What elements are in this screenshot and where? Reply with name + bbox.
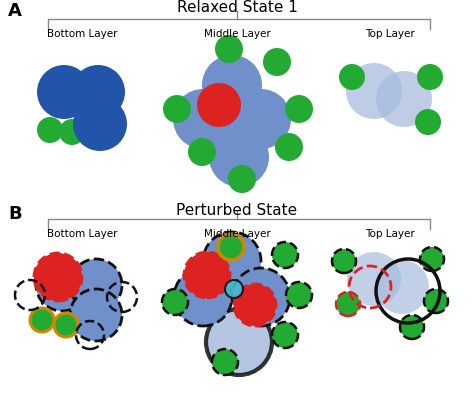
Circle shape — [218, 234, 244, 260]
Circle shape — [162, 289, 188, 315]
Circle shape — [275, 133, 303, 161]
Circle shape — [400, 315, 424, 339]
Text: B: B — [8, 205, 22, 223]
Circle shape — [234, 284, 276, 326]
Circle shape — [272, 242, 298, 268]
Circle shape — [209, 127, 269, 187]
Circle shape — [70, 289, 122, 341]
Circle shape — [30, 308, 54, 332]
Circle shape — [231, 89, 291, 149]
Circle shape — [59, 119, 85, 145]
Text: Middle Layer: Middle Layer — [204, 229, 270, 239]
Circle shape — [212, 349, 238, 375]
Circle shape — [203, 232, 261, 290]
Circle shape — [37, 117, 63, 143]
Text: Relaxed State 1: Relaxed State 1 — [176, 0, 298, 15]
Circle shape — [215, 35, 243, 63]
Text: Top Layer: Top Layer — [365, 29, 415, 39]
Circle shape — [34, 253, 82, 301]
Circle shape — [188, 138, 216, 166]
Text: Middle Layer: Middle Layer — [204, 29, 270, 39]
Circle shape — [232, 268, 290, 326]
Circle shape — [263, 48, 291, 76]
Circle shape — [420, 247, 444, 271]
Text: Perturbed State: Perturbed State — [176, 203, 298, 218]
Circle shape — [70, 259, 122, 311]
Circle shape — [424, 289, 448, 313]
Circle shape — [417, 64, 443, 90]
Circle shape — [163, 95, 191, 123]
Circle shape — [184, 252, 230, 298]
Circle shape — [197, 83, 241, 127]
Circle shape — [376, 71, 432, 127]
Circle shape — [71, 65, 125, 119]
Circle shape — [336, 292, 360, 316]
Circle shape — [286, 282, 312, 308]
Circle shape — [272, 322, 298, 348]
Circle shape — [228, 165, 256, 193]
Circle shape — [332, 249, 356, 273]
Circle shape — [37, 65, 91, 119]
Circle shape — [36, 259, 88, 311]
Circle shape — [206, 309, 272, 375]
Text: Top Layer: Top Layer — [365, 229, 415, 239]
Circle shape — [415, 109, 441, 135]
Circle shape — [346, 63, 402, 119]
Circle shape — [54, 313, 78, 337]
Circle shape — [174, 268, 232, 326]
Circle shape — [73, 97, 127, 151]
Text: A: A — [8, 2, 22, 20]
Circle shape — [173, 89, 233, 149]
Circle shape — [347, 252, 401, 306]
Circle shape — [339, 64, 365, 90]
Circle shape — [202, 55, 262, 115]
Text: Bottom Layer: Bottom Layer — [47, 229, 117, 239]
Circle shape — [375, 260, 429, 314]
Circle shape — [285, 95, 313, 123]
Text: Bottom Layer: Bottom Layer — [47, 29, 117, 39]
Circle shape — [225, 280, 243, 298]
